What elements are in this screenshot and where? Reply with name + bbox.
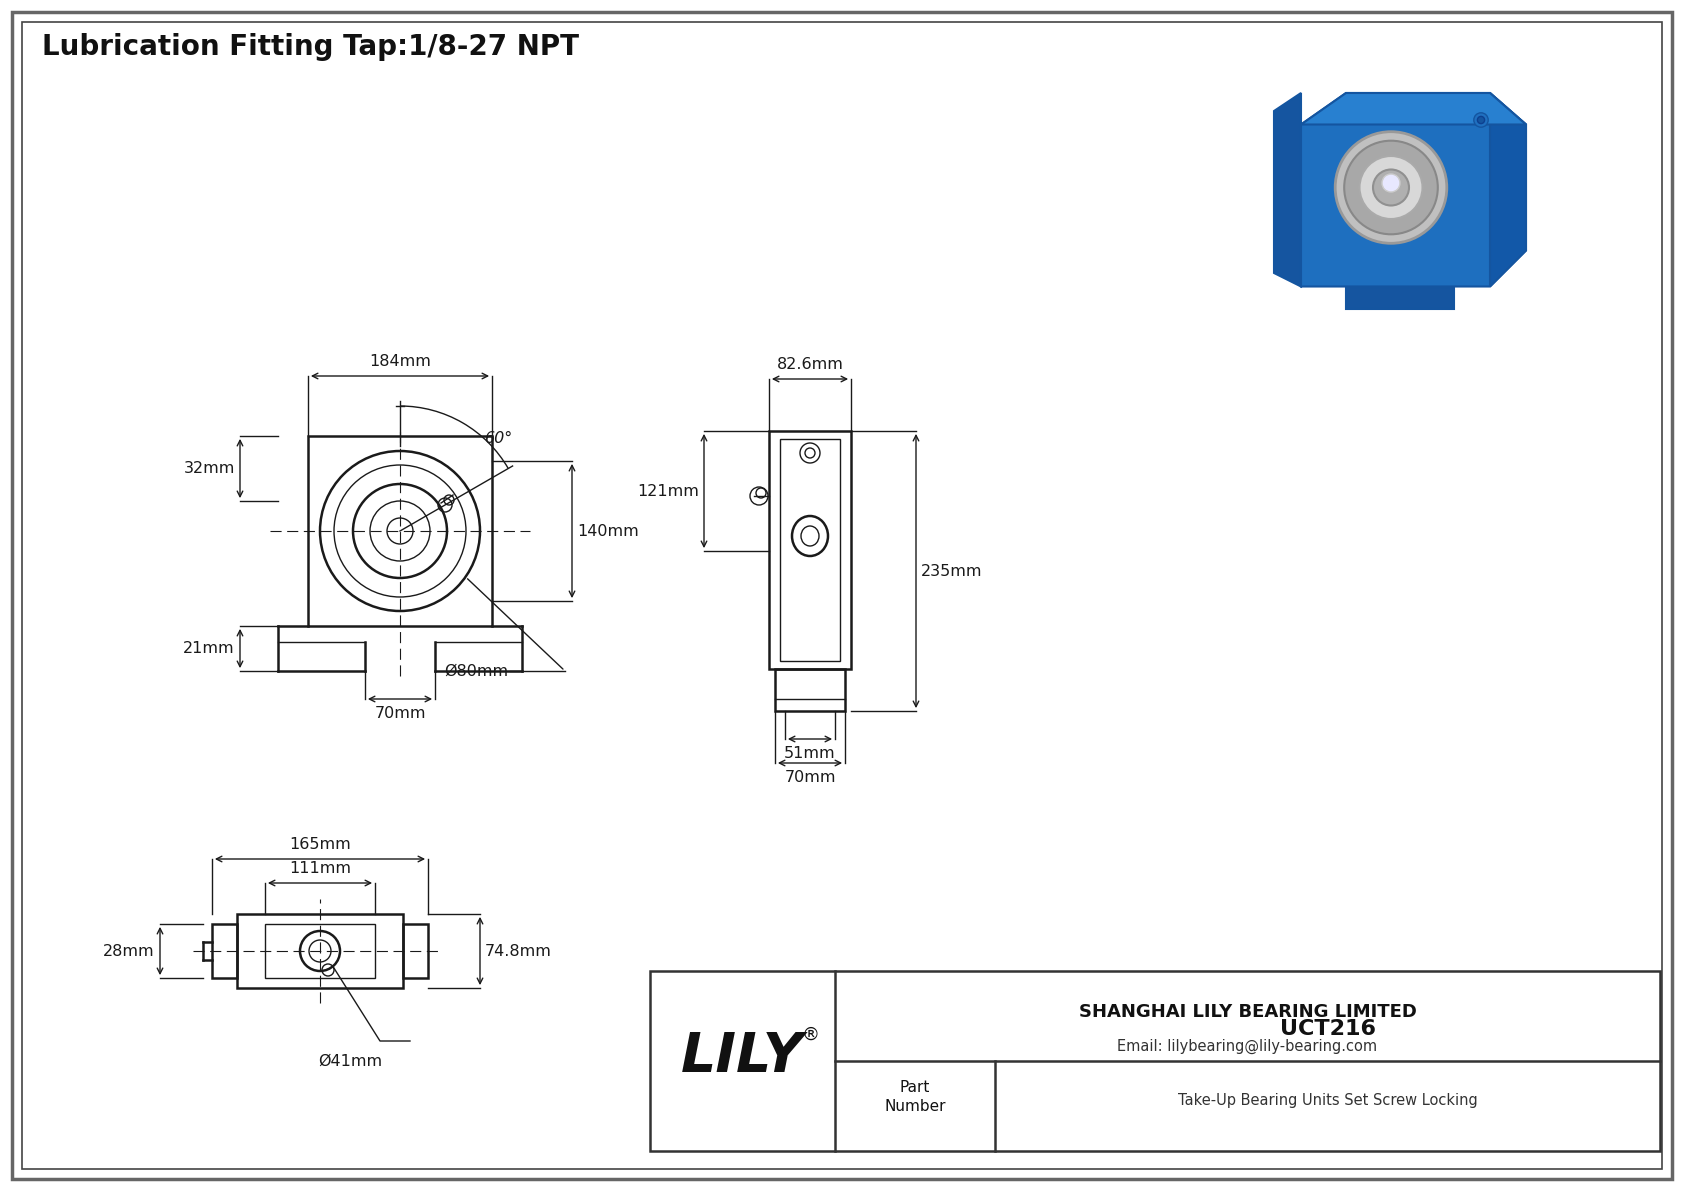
Polygon shape bbox=[1302, 93, 1526, 287]
Bar bbox=[237, 913, 402, 989]
Text: Email: lilybearing@lily-bearing.com: Email: lilybearing@lily-bearing.com bbox=[1118, 1039, 1378, 1054]
Text: 28mm: 28mm bbox=[103, 943, 155, 959]
Text: 32mm: 32mm bbox=[184, 461, 236, 476]
Text: 60°: 60° bbox=[485, 431, 514, 445]
Polygon shape bbox=[1302, 93, 1526, 125]
Text: 21mm: 21mm bbox=[184, 641, 236, 656]
Text: 165mm: 165mm bbox=[290, 837, 350, 852]
Circle shape bbox=[1335, 132, 1447, 243]
Bar bbox=[308, 436, 492, 626]
Text: 111mm: 111mm bbox=[290, 861, 350, 877]
Bar bbox=[780, 439, 840, 661]
Text: Take-Up Bearing Units Set Screw Locking: Take-Up Bearing Units Set Screw Locking bbox=[1177, 1093, 1477, 1108]
Text: 184mm: 184mm bbox=[369, 354, 431, 369]
Bar bbox=[402, 924, 428, 978]
Text: ®: ® bbox=[802, 1025, 820, 1045]
Bar bbox=[264, 924, 376, 978]
Text: UCT216: UCT216 bbox=[1280, 1018, 1376, 1039]
Bar bbox=[212, 924, 237, 978]
Bar bbox=[770, 431, 850, 669]
Polygon shape bbox=[1275, 93, 1302, 287]
Text: 140mm: 140mm bbox=[578, 524, 638, 538]
Circle shape bbox=[1372, 169, 1410, 206]
Polygon shape bbox=[1346, 287, 1453, 308]
Circle shape bbox=[1359, 156, 1423, 219]
Bar bbox=[775, 669, 845, 711]
Text: LILY: LILY bbox=[680, 1030, 803, 1084]
Circle shape bbox=[1344, 141, 1438, 235]
Text: Ø41mm: Ø41mm bbox=[318, 1054, 382, 1070]
Text: Ø80mm: Ø80mm bbox=[445, 663, 509, 679]
Bar bbox=[650, 971, 1660, 1151]
Text: Lubrication Fitting Tap:1/8-27 NPT: Lubrication Fitting Tap:1/8-27 NPT bbox=[42, 33, 579, 61]
Text: 235mm: 235mm bbox=[921, 563, 982, 579]
Text: Part
Number: Part Number bbox=[884, 1079, 946, 1115]
Circle shape bbox=[1383, 174, 1399, 192]
Text: SHANGHAI LILY BEARING LIMITED: SHANGHAI LILY BEARING LIMITED bbox=[1078, 1003, 1416, 1022]
Text: 82.6mm: 82.6mm bbox=[776, 357, 844, 372]
Text: 51mm: 51mm bbox=[785, 746, 835, 761]
Circle shape bbox=[1474, 113, 1489, 127]
Text: 121mm: 121mm bbox=[637, 484, 699, 499]
Text: 74.8mm: 74.8mm bbox=[485, 943, 552, 959]
Text: 70mm: 70mm bbox=[374, 706, 426, 721]
Polygon shape bbox=[1490, 93, 1526, 287]
Text: 70mm: 70mm bbox=[785, 771, 835, 785]
Circle shape bbox=[1477, 117, 1485, 124]
